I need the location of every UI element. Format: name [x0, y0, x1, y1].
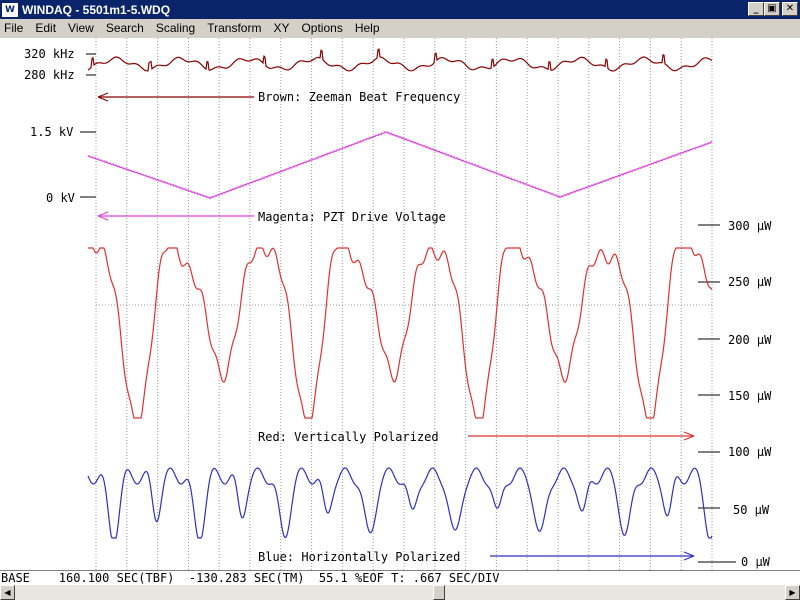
window-title: WINDAQ - 5501m1-5.WDQ	[22, 2, 171, 17]
blue-arrowhead-icon	[683, 551, 695, 561]
menu-transform[interactable]: Transform	[207, 21, 262, 35]
brown-legend: Brown: Zeeman Beat Frequency	[97, 90, 460, 104]
red-arrowhead-icon	[683, 431, 695, 441]
blue-axis-label-50: 50 µW	[733, 503, 770, 517]
scroll-thumb[interactable]	[432, 585, 445, 600]
blue-axis-label-0: 0 µW	[741, 555, 771, 569]
status-bar: BASE 160.100 SEC(TBF) -130.283 SEC(TM) 5…	[0, 570, 800, 585]
red-legend-label: Red: Vertically Polarized	[258, 430, 439, 444]
red-axis-label-300: 300 µW	[728, 219, 772, 233]
scroll-track[interactable]	[15, 585, 785, 600]
plot-grid	[95, 38, 713, 570]
brown-top-label: 320 kHz	[24, 47, 75, 61]
magenta-pzt-trace	[87, 131, 712, 200]
restore-button[interactable]: ▣	[764, 2, 780, 16]
blue-horizontal-trace	[87, 467, 713, 539]
menu-bar: File Edit View Search Scaling Transform …	[0, 19, 800, 37]
magenta-top-label: 1.5 kV	[30, 125, 73, 139]
brown-zeeman-trace	[87, 48, 713, 72]
brown-arrowhead-icon	[97, 92, 109, 102]
waveform-plot[interactable]: 320 kHz 280 kHz 1.5 kV 0 kV 300 µW 250 µ…	[0, 38, 800, 570]
menu-xy[interactable]: XY	[273, 21, 290, 35]
menu-scaling[interactable]: Scaling	[155, 21, 196, 35]
window-controls: _ ▣ ✕	[748, 2, 798, 16]
blue-legend: Blue: Horizontally Polarized	[258, 550, 695, 564]
red-axis-label-150: 150 µW	[728, 389, 772, 403]
scroll-right-button[interactable]: ▶	[785, 585, 800, 600]
minimize-button[interactable]: _	[748, 2, 764, 16]
red-vertical-trace	[88, 247, 713, 419]
windaq-app-icon[interactable]: W	[2, 2, 18, 17]
brown-bottom-label: 280 kHz	[24, 68, 75, 82]
title-bar: W WINDAQ - 5501m1-5.WDQ _ ▣ ✕	[0, 0, 800, 19]
red-axis-label-250: 250 µW	[728, 275, 772, 289]
menu-search[interactable]: Search	[105, 21, 144, 35]
magenta-arrowhead-icon	[97, 211, 109, 221]
axis-ticks	[80, 53, 736, 563]
menu-edit[interactable]: Edit	[35, 21, 57, 35]
magenta-legend: Magenta: PZT Drive Voltage	[97, 210, 446, 224]
menu-options[interactable]: Options	[301, 21, 343, 35]
horizontal-scrollbar[interactable]: ◀ ▶	[0, 585, 800, 600]
close-button[interactable]: ✕	[782, 2, 798, 16]
scroll-left-button[interactable]: ◀	[0, 585, 15, 600]
magenta-legend-label: Magenta: PZT Drive Voltage	[258, 210, 446, 224]
red-axis-label-100: 100 µW	[728, 445, 772, 459]
menu-view[interactable]: View	[68, 21, 94, 35]
menu-help[interactable]: Help	[354, 21, 380, 35]
red-legend: Red: Vertically Polarized	[258, 430, 695, 444]
red-axis-label-200: 200 µW	[728, 333, 772, 347]
blue-legend-label: Blue: Horizontally Polarized	[258, 550, 460, 564]
magenta-bottom-label: 0 kV	[46, 191, 75, 205]
brown-legend-label: Brown: Zeeman Beat Frequency	[258, 90, 460, 104]
menu-file[interactable]: File	[4, 21, 24, 35]
